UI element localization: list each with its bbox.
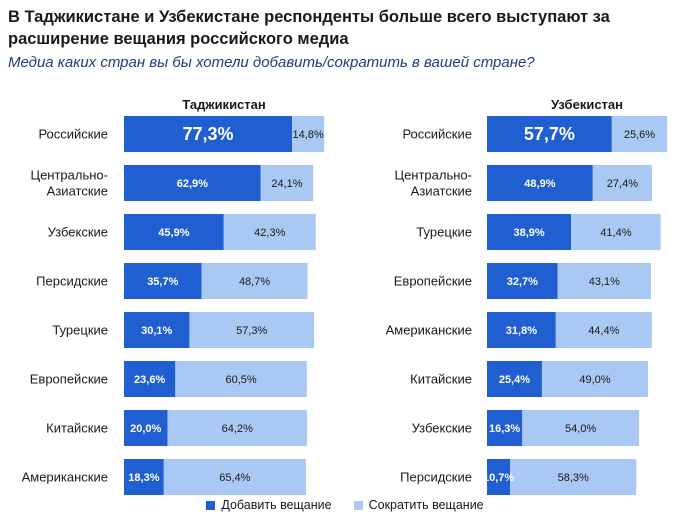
panel1-category-label: Персидские [36, 274, 108, 289]
legend-item-reduce: Сократить вещание [353, 498, 484, 512]
panel1-label-reduce: 42,3% [254, 227, 285, 239]
panel2-label-reduce: 41,4% [600, 227, 631, 239]
panel1-category-label: Европейские [30, 372, 108, 387]
legend-label-reduce: Сократить вещание [368, 498, 484, 512]
panel1-label-add: 62,9% [177, 178, 208, 190]
panel2-label-add: 10,7% [483, 472, 514, 484]
panel1-bar-add [124, 459, 164, 495]
panel2-bar-reduce [510, 459, 637, 495]
panel2-bar-reduce [571, 214, 661, 250]
legend-item-add: Добавить вещание [206, 498, 332, 512]
panel1-bar-reduce [163, 459, 306, 495]
legend-label-add: Добавить вещание [221, 498, 332, 512]
panel1-label-add: 30,1% [141, 325, 172, 337]
panel1-label-reduce: 65,4% [219, 472, 250, 484]
panel2-label-reduce: 58,3% [558, 472, 589, 484]
panel2-label-add: 31,8% [506, 325, 537, 337]
panel2-label-reduce: 25,6% [624, 129, 655, 141]
panel2-bar-add [487, 361, 542, 397]
panel2-label-reduce: 44,4% [588, 325, 619, 337]
panel2-label-reduce: 27,4% [607, 178, 638, 190]
panel2-bar-reduce [611, 116, 668, 152]
panel1-category-label: Узбекские [48, 225, 108, 240]
panel1-bar-add [124, 214, 224, 250]
panel1-label-add: 77,3% [182, 124, 233, 144]
panel2-label-reduce: 49,0% [579, 374, 610, 386]
panel2-title: Узбекистан [551, 97, 623, 112]
panel2-category-label: Турецкие [416, 225, 472, 240]
panel2-label-add: 48,9% [524, 178, 555, 190]
panel1-label-reduce: 60,5% [225, 374, 256, 386]
panel1-label-reduce: 48,7% [239, 276, 270, 288]
panel1-bar-add [124, 312, 190, 348]
panel1-bar-add [124, 165, 261, 201]
panel1-category-label: Китайские [46, 421, 108, 436]
panel2-category-label: Американские [386, 323, 472, 338]
panel1-label-add: 20,0% [130, 423, 161, 435]
panel2-category-label: Персидские [400, 470, 472, 485]
panel2-bar-add [487, 459, 511, 495]
charts-canvas: Таджикистан Российские 77,3% 14,8% Центральн… [22, 97, 668, 495]
panel2-label-add: 32,7% [507, 276, 538, 288]
panel1-label-reduce: 64,2% [222, 423, 253, 435]
panel2-category-label: Европейские [394, 274, 472, 289]
panel1-bar-reduce [292, 116, 325, 152]
panel2-bar-add [487, 214, 572, 250]
panel2-bar-reduce [522, 410, 640, 446]
panel1-label-add: 45,9% [158, 227, 189, 239]
panel1-bar-reduce [189, 312, 314, 348]
panel2-category-label: Центрально-Азиатские [394, 168, 472, 199]
panel2-bar-reduce [541, 361, 648, 397]
panel1-category-label: Центрально-Азиатские [30, 168, 108, 199]
panel1-label-add: 18,3% [128, 472, 159, 484]
chart-title: В Таджикистане и Узбекистане респонденты… [8, 8, 610, 48]
panel2-label-reduce: 54,0% [565, 423, 596, 435]
panel1-label-add: 23,6% [134, 374, 165, 386]
panel1-category-label: Турецкие [52, 323, 108, 338]
panel1-bar-add [124, 263, 202, 299]
panel2-bar-add [487, 165, 593, 201]
legend-swatch-reduce [353, 500, 363, 510]
chart-subtitle: Медиа каких стран вы бы хотели добавить/… [8, 54, 535, 71]
panel1-bar-reduce [167, 410, 308, 446]
panel1-bar-reduce [260, 165, 314, 201]
panel1-bar-add [124, 116, 293, 152]
panel1-category-label: Российские [38, 127, 108, 142]
panel2-bar-add [487, 116, 612, 152]
panel1-bar-add [124, 410, 168, 446]
panel1-label-reduce: 57,3% [236, 325, 267, 337]
panel2-label-reduce: 43,1% [589, 276, 620, 288]
panel2-bar-add [487, 263, 558, 299]
panel2-bar-add [487, 410, 523, 446]
panel2-label-add: 25,4% [499, 374, 530, 386]
panel2-label-add: 57,7% [524, 124, 575, 144]
panel2-bar-reduce [555, 312, 652, 348]
panel2-category-label: Российские [402, 127, 472, 142]
panel1-bar-reduce [201, 263, 308, 299]
panel2-label-add: 38,9% [513, 227, 544, 239]
panel2-category-label: Узбекские [412, 421, 472, 436]
panel1-title: Таджикистан [182, 97, 265, 112]
panel2-bar-reduce [592, 165, 653, 201]
legend: Добавить вещание Сократить вещание [0, 498, 690, 512]
panel1-bar-reduce [223, 214, 316, 250]
panel1-label-add: 35,7% [147, 276, 178, 288]
panel1-label-reduce: 24,1% [271, 178, 302, 190]
panel1-bar-reduce [175, 361, 307, 397]
panel2-category-label: Китайские [410, 372, 472, 387]
panel2-bar-reduce [557, 263, 651, 299]
panel1-bar-add [124, 361, 176, 397]
legend-swatch-add [206, 500, 216, 510]
panel1-label-reduce: 14,8% [293, 129, 324, 141]
panel2-label-add: 16,3% [489, 423, 520, 435]
panel2-bar-add [487, 312, 556, 348]
panel1-category-label: Американские [22, 470, 108, 485]
